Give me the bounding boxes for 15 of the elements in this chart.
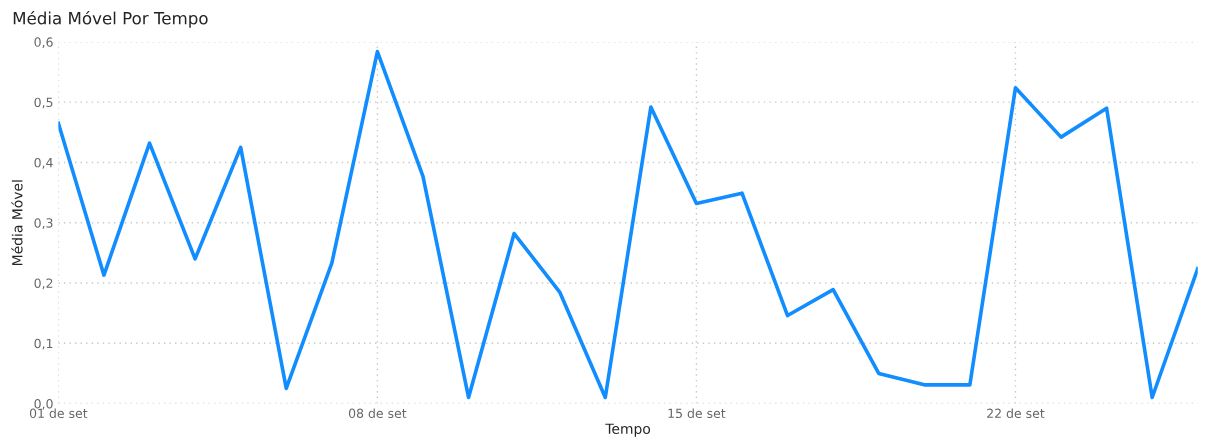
x-axis-title: Tempo: [605, 423, 651, 437]
y-tick-label: 0,1: [34, 338, 53, 350]
y-tick-label: 0,2: [34, 278, 53, 290]
y-tick-label: 0,4: [34, 157, 53, 169]
y-tick-label: 0,0: [34, 398, 53, 410]
x-tick-label: 15 de set: [668, 408, 726, 419]
y-axis-title: Média Móvel: [11, 180, 23, 265]
line-series: [58, 49, 1198, 400]
y-tick-label: 0,3: [34, 218, 53, 229]
y-tick-label: 0,6: [34, 37, 53, 49]
x-tick-label: 08 de set: [348, 408, 407, 419]
chart-title: Média Móvel Por Tempo: [13, 10, 208, 28]
x-tick-label: 01 de set: [29, 408, 88, 419]
y-tick-label: 0,5: [34, 97, 53, 109]
x-tick-label: 22 de set: [987, 408, 1045, 419]
